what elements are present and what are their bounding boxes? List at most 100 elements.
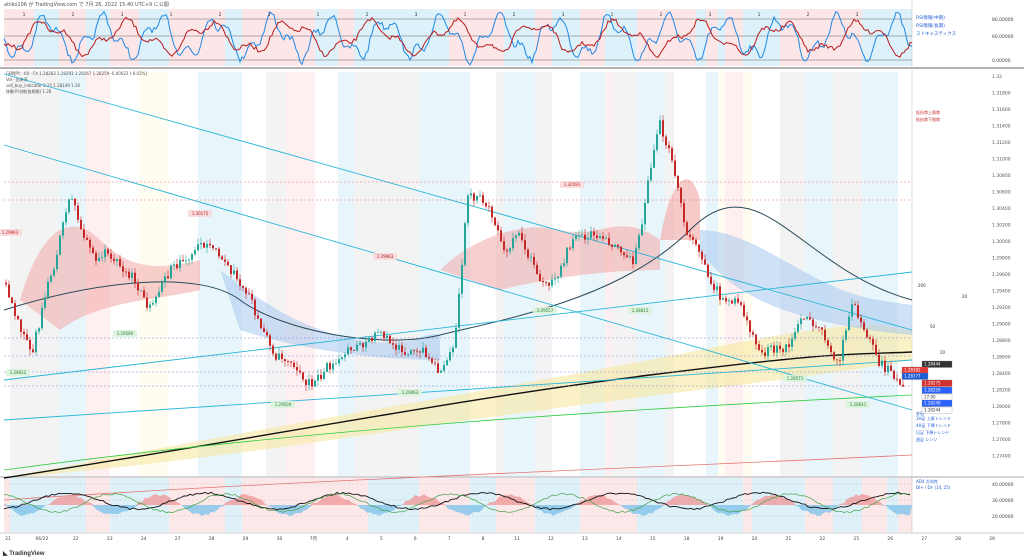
main-chart: 1.32 1.31800 1.31600 1.31400 1.31200 1.31000 1… bbox=[0, 71, 1011, 501]
candle-body bbox=[857, 305, 859, 318]
candle-body bbox=[485, 202, 487, 207]
candle-body bbox=[386, 335, 388, 339]
candle-body bbox=[620, 246, 622, 253]
candle-body bbox=[680, 187, 682, 204]
candle-body bbox=[863, 322, 865, 330]
top-band bbox=[580, 9, 605, 66]
top-band bbox=[34, 9, 59, 66]
x-axis-tick: 23 bbox=[107, 536, 113, 542]
main-band bbox=[674, 72, 696, 476]
candle-body bbox=[497, 225, 499, 231]
candle-body bbox=[260, 318, 262, 329]
candle-body bbox=[194, 250, 196, 255]
candle-body bbox=[389, 335, 391, 344]
candle-body bbox=[470, 193, 472, 196]
candle-body bbox=[200, 243, 202, 245]
candle-body bbox=[506, 250, 508, 252]
main-band bbox=[862, 72, 887, 476]
candle-body bbox=[557, 276, 559, 279]
channel-label: 50 bbox=[930, 324, 936, 329]
main-band bbox=[315, 72, 338, 476]
candle-body bbox=[71, 198, 73, 200]
candle-body bbox=[752, 332, 754, 335]
x-axis-tick: 28 bbox=[209, 536, 215, 542]
osc-marker: 3 bbox=[709, 12, 712, 17]
candle-body bbox=[758, 344, 760, 351]
candle-body bbox=[698, 244, 700, 252]
candle-body bbox=[629, 256, 631, 258]
top-band bbox=[354, 9, 368, 66]
right-note: 4H足 下降トレンド bbox=[916, 422, 951, 428]
candle-body bbox=[413, 350, 415, 352]
ma-red-line bbox=[3, 454, 913, 501]
x-axis-tick: 27 bbox=[175, 536, 181, 542]
candle-body bbox=[143, 290, 145, 298]
candle-body bbox=[767, 347, 769, 357]
candle-body bbox=[623, 252, 625, 256]
candle-body bbox=[464, 223, 466, 265]
price-annotation-text: 1.29504 bbox=[275, 402, 292, 407]
price-box: 1.28275 bbox=[921, 379, 953, 387]
price-box-text: 1.28275 bbox=[924, 381, 941, 386]
candle-body bbox=[437, 363, 439, 373]
candle-body bbox=[182, 259, 184, 262]
candle-body bbox=[686, 222, 688, 235]
candle-body bbox=[671, 148, 673, 161]
candle-body bbox=[434, 362, 436, 364]
candle-body bbox=[248, 293, 250, 295]
candle-body bbox=[74, 198, 76, 206]
price-annotation-text: 1.29557 bbox=[537, 308, 554, 313]
candle-body bbox=[257, 315, 259, 319]
candle-body bbox=[263, 328, 265, 332]
x-axis-tick: 20 bbox=[752, 536, 758, 542]
candle-body bbox=[407, 354, 409, 356]
candle-body bbox=[836, 359, 838, 361]
x-axis-tick: 12 bbox=[548, 536, 554, 542]
price-axis-tick: 1.30200 bbox=[992, 223, 1011, 229]
top-band bbox=[706, 9, 718, 66]
price-box-bg bbox=[921, 406, 953, 414]
candle-body bbox=[710, 276, 712, 284]
candle-body bbox=[761, 350, 763, 353]
price-annotation: 1.29557 bbox=[533, 307, 557, 314]
candle-body bbox=[764, 352, 766, 357]
candle-body bbox=[206, 243, 208, 248]
candle-body bbox=[41, 307, 43, 329]
price-annotation-bg bbox=[628, 307, 652, 314]
candle-body bbox=[797, 324, 799, 332]
candle-body bbox=[146, 297, 148, 308]
candle-body bbox=[899, 379, 901, 385]
osc-marker: 2 bbox=[219, 12, 222, 17]
candle-body bbox=[533, 256, 535, 265]
candle-body bbox=[326, 363, 328, 372]
candle-body bbox=[89, 239, 91, 248]
price-box: 1.28244 bbox=[921, 406, 953, 414]
top-band bbox=[752, 9, 780, 66]
candle-body bbox=[53, 269, 55, 276]
candle-body bbox=[113, 258, 115, 262]
channel-label: 200 bbox=[918, 283, 926, 288]
candle-body bbox=[440, 370, 442, 373]
candle-body bbox=[134, 272, 136, 283]
candle-body bbox=[785, 344, 787, 352]
candle-body bbox=[125, 271, 127, 273]
candle-body bbox=[878, 354, 880, 366]
candle-body bbox=[512, 238, 514, 249]
price-axis-tick: 1.30400 bbox=[992, 206, 1011, 212]
candle-body bbox=[161, 282, 163, 292]
right-note: 抵抗帯下限帯 bbox=[916, 116, 940, 122]
x-axis-tick: 22 bbox=[820, 536, 826, 542]
candle-body bbox=[854, 304, 856, 306]
price-axis-tick: 1.31400 bbox=[992, 124, 1011, 130]
osc-marker: 3 bbox=[121, 12, 124, 17]
candle-body bbox=[47, 281, 49, 298]
candle-body bbox=[803, 318, 805, 320]
candle-body bbox=[665, 136, 667, 146]
price-axis-tick: 1.30000 bbox=[992, 239, 1011, 245]
top-band bbox=[862, 9, 887, 66]
candle-body bbox=[608, 237, 610, 245]
candle-body bbox=[221, 256, 223, 260]
candle-body bbox=[14, 303, 16, 317]
